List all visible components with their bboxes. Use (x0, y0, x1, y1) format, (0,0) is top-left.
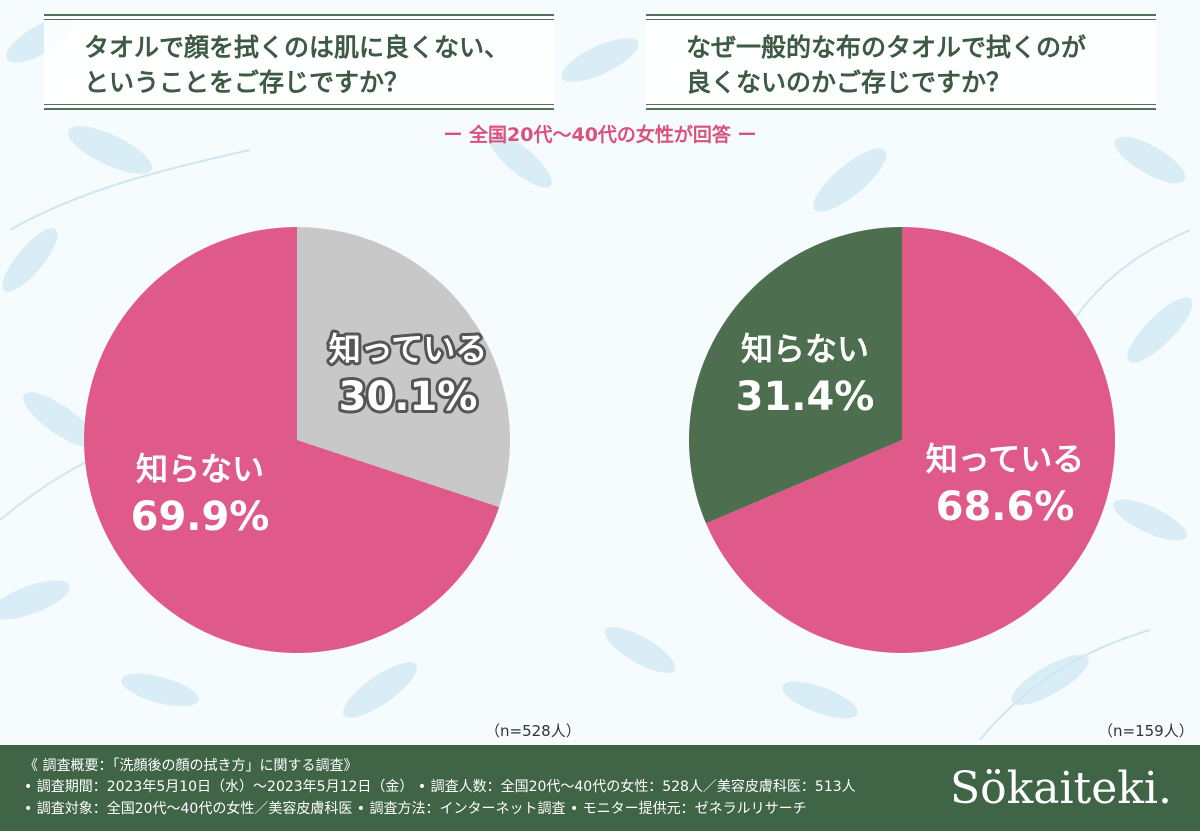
pie-1-slice-2-label: 知らない (136, 450, 264, 488)
pie-1-slice-2-value: 69.9% (131, 494, 270, 540)
pie-2-slice-2-value: 31.4% (736, 374, 875, 420)
footer-survey-title: 《 調査概要：「洗顔後の顔の拭き方」に関する調査》 (24, 758, 358, 774)
pie-2-slice-1 (705, 227, 1115, 653)
question-1-text: タオルで顔を拭くのは肌に良くない、 ということをご存じですか？ (84, 33, 510, 97)
chart-subtitle: ー 全国20代〜40代の女性が回答 ー (443, 124, 757, 146)
pie-1-slice-1-value: 30.1% (339, 374, 478, 420)
pie-2-slice-1-value: 68.6% (936, 484, 1075, 530)
pie-charts: 知っている 30.1% 知らない 69.9% 知っている 68.6% 知らない 31.4% (83, 227, 1115, 653)
pie-1-slice-2 (83, 227, 500, 653)
pie-2-slice-2-label: 知らない (741, 330, 869, 368)
sample-size-1: （n=528人） (485, 722, 581, 740)
footer-survey-target: • 調査対象：全国20代〜40代の女性／美容皮膚科医 • 調査方法：インターネッ… (24, 801, 807, 817)
question-2-text: なぜ一般的な布のタオルで拭くのが 良くないのかご存じですか？ (686, 33, 1087, 97)
survey-footer: 《 調査概要：「洗顔後の顔の拭き方」に関する調査》 • 調査期間：2023年5月… (0, 745, 1200, 831)
question-box-2: なぜ一般的な布のタオルで拭くのが 良くないのかご存じですか？ (646, 14, 1156, 110)
sample-size-2: （n=159人） (1098, 722, 1194, 740)
brand-logo: Sökaiteki. (949, 763, 1172, 814)
pie-2-slice-2 (689, 227, 902, 524)
pie-1-slice-1-label: 知っている (329, 330, 487, 368)
footer-survey-period: • 調査期間：2023年5月10日（水）〜2023年5月12日（金） • 調査人… (24, 779, 856, 795)
pie-1-slice-1 (297, 227, 511, 508)
question-box-1: タオルで顔を拭くのは肌に良くない、 ということをご存じですか？ (44, 14, 554, 110)
pie-2-slice-1-label: 知っている (926, 440, 1084, 478)
